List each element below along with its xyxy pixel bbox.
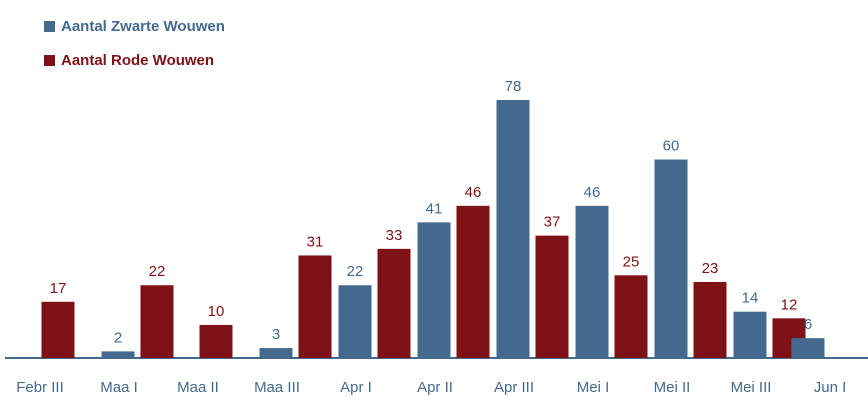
x-tick-label-5: Apr II [417, 379, 453, 396]
bar-zwarte-9 [733, 311, 767, 358]
bar-zwarte-6 [496, 100, 530, 358]
data-label-rode-6: 37 [544, 214, 561, 231]
bar-zwarte-10 [791, 338, 825, 358]
x-tick-label-6: Apr III [494, 379, 534, 396]
data-label-rode-5: 46 [465, 184, 482, 201]
legend-item-zwarte: Aantal Zwarte Wouwen [44, 18, 225, 35]
bar-zwarte-5 [417, 222, 451, 358]
x-tick-label-0: Febr III [16, 379, 64, 396]
bar-rode-0 [41, 301, 75, 358]
legend-label-rode: Aantal Rode Wouwen [61, 52, 215, 69]
x-tick-label-9: Mei III [731, 379, 772, 396]
x-tick-label-7: Mei I [577, 379, 610, 396]
data-label-zwarte-3: 3 [272, 326, 280, 343]
data-label-zwarte-1: 2 [114, 329, 122, 346]
bar-rode-4 [377, 248, 411, 358]
legend-label-zwarte: Aantal Zwarte Wouwen [61, 18, 225, 35]
bar-zwarte-4 [338, 285, 372, 358]
data-label-rode-2: 10 [208, 303, 225, 320]
x-tick-label-3: Maa III [254, 379, 300, 396]
data-label-rode-9: 12 [781, 296, 798, 313]
bar-rode-1 [140, 285, 174, 358]
x-tick-label-2: Maa II [177, 379, 219, 396]
x-tick-label-1: Maa I [100, 379, 138, 396]
x-tick-label-8: Mei II [654, 379, 691, 396]
data-label-rode-4: 33 [386, 227, 403, 244]
data-label-rode-0: 17 [50, 280, 67, 297]
bar-rode-3 [298, 255, 332, 358]
bar-zwarte-1 [101, 351, 135, 358]
bar-zwarte-3 [259, 348, 293, 358]
data-label-zwarte-6: 78 [505, 78, 522, 95]
bar-zwarte-7 [575, 205, 609, 358]
legend-item-rode: Aantal Rode Wouwen [44, 52, 214, 69]
bar-rode-2 [199, 324, 233, 358]
bar-rode-6 [535, 235, 569, 358]
data-label-rode-8: 23 [702, 260, 719, 277]
x-tick-label-4: Apr I [340, 379, 372, 396]
data-label-zwarte-4: 22 [347, 263, 364, 280]
data-label-rode-3: 31 [307, 233, 324, 250]
data-label-zwarte-10: 6 [804, 316, 812, 333]
data-label-rode-1: 22 [149, 263, 166, 280]
data-label-zwarte-8: 60 [663, 138, 680, 155]
legend-swatch-zwarte [44, 21, 55, 32]
data-label-zwarte-5: 41 [426, 200, 443, 217]
bar-zwarte-8 [654, 159, 688, 358]
x-tick-label-10: Jun I [814, 379, 847, 396]
bar-rode-7 [614, 275, 648, 358]
legend-swatch-rode [44, 55, 55, 66]
data-label-zwarte-7: 46 [584, 184, 601, 201]
data-label-rode-7: 25 [623, 253, 640, 270]
bar-rode-8 [693, 281, 727, 358]
data-label-zwarte-9: 14 [742, 290, 759, 307]
bar-rode-5 [456, 205, 490, 358]
